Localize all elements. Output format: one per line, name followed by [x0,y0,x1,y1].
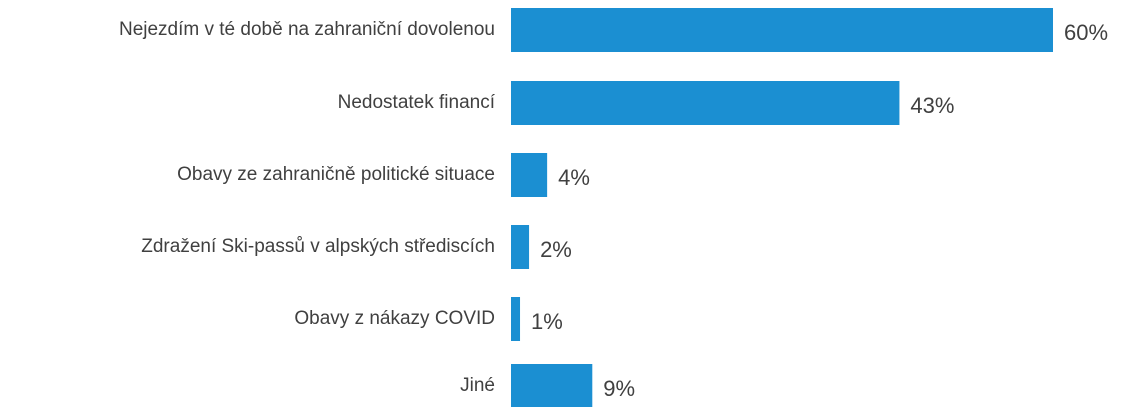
value-label: 60% [1064,20,1108,45]
value-label: 1% [531,309,563,334]
value-label: 4% [558,165,590,190]
category-label: Obavy z nákazy COVID [294,308,495,329]
value-label: 9% [603,376,635,401]
category-label: Zdražení Ski-passů v alpských střediscíc… [141,236,495,257]
category-label: Nedostatek financí [338,92,496,113]
bar [511,364,593,407]
bar [511,81,900,125]
bar [511,297,521,341]
bar [511,8,1053,52]
bar [511,153,548,197]
bar [511,225,530,269]
value-label: 43% [910,93,954,118]
category-label: Obavy ze zahraničně politické situace [177,164,495,185]
category-label: Jiné [460,375,495,396]
category-label: Nejezdím v té době na zahraniční dovolen… [119,19,495,40]
value-label: 2% [540,237,572,262]
